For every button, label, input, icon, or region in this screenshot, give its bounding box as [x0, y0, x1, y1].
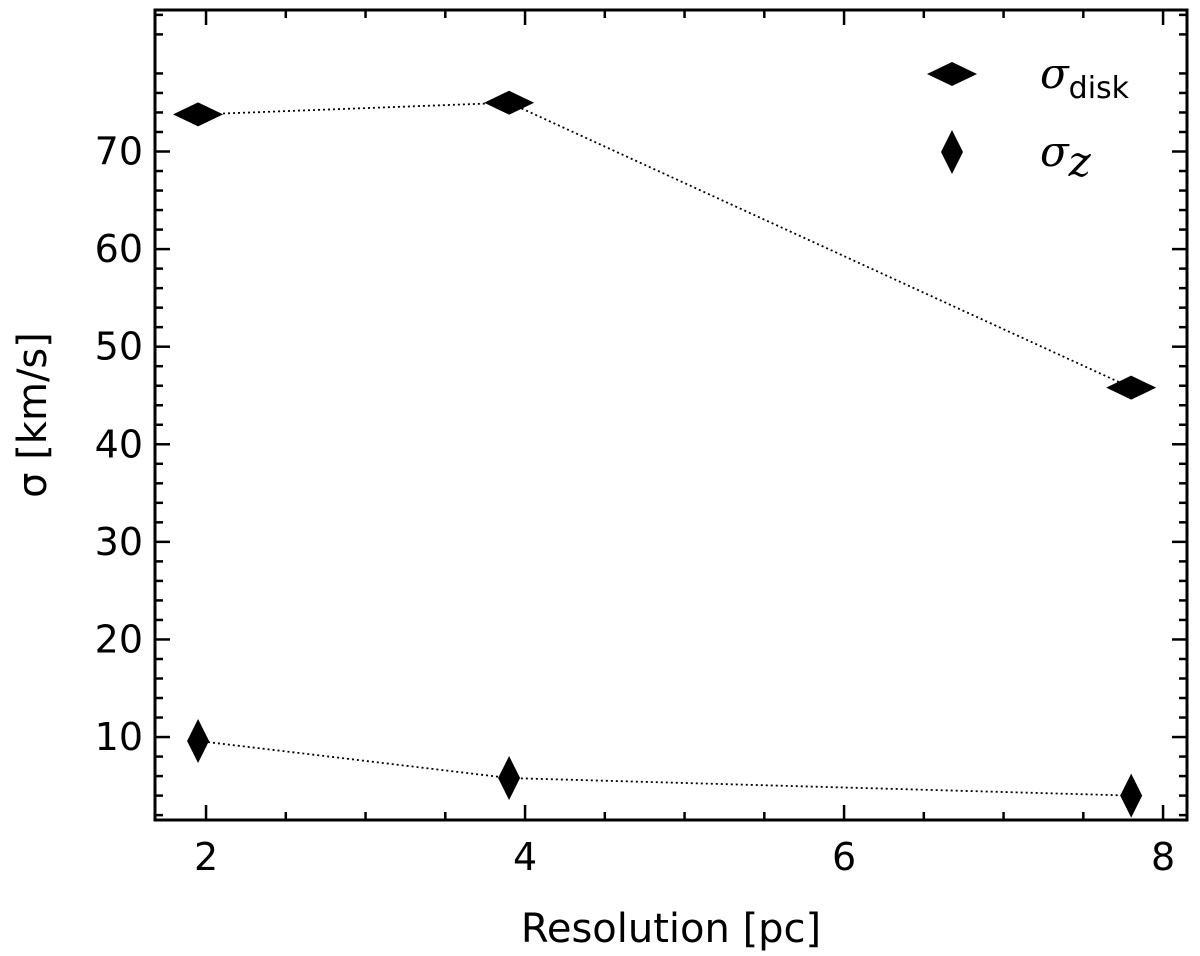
axis-ticks: 2 4 6 8 10 20 30 40 50 60 70	[95, 10, 1187, 879]
legend-label-base: σ	[1040, 49, 1070, 98]
legend-label-subscript: disk	[1069, 71, 1130, 106]
data-point-disk	[1106, 375, 1157, 400]
x-tick-label: 4	[513, 835, 537, 879]
y-tick-label: 50	[95, 325, 143, 369]
x-tick-label: 6	[832, 835, 856, 879]
legend-marker-z	[941, 130, 963, 174]
x-tick-label: 2	[194, 835, 218, 879]
y-tick-label: 30	[95, 520, 143, 564]
data-point-z	[187, 718, 210, 763]
x-tick-label: 8	[1151, 835, 1175, 879]
series-line-z	[197, 740, 1132, 797]
y-tick-label: 20	[95, 617, 143, 661]
legend-label-subscript: z	[1068, 137, 1092, 186]
plot-area	[173, 90, 1157, 818]
legend-marker-disk	[927, 62, 977, 86]
y-tick-label: 10	[95, 715, 143, 759]
data-point-z	[498, 756, 521, 801]
y-tick-label: 40	[95, 422, 143, 466]
data-point-z	[1120, 773, 1143, 818]
y-axis-label: σ [km/s]	[10, 332, 56, 498]
y-tick-label: 70	[95, 130, 143, 174]
legend-label-z: σz	[1040, 127, 1092, 186]
legend-label-disk: σdisk	[1040, 49, 1130, 106]
legend-label-base: σ	[1040, 127, 1070, 176]
x-axis-label: Resolution [pc]	[521, 906, 821, 952]
plot-frame	[153, 8, 1189, 822]
y-tick-label: 60	[95, 227, 143, 271]
data-point-disk	[484, 90, 535, 115]
series-line-disk	[198, 101, 1132, 389]
data-point-disk	[173, 102, 224, 127]
